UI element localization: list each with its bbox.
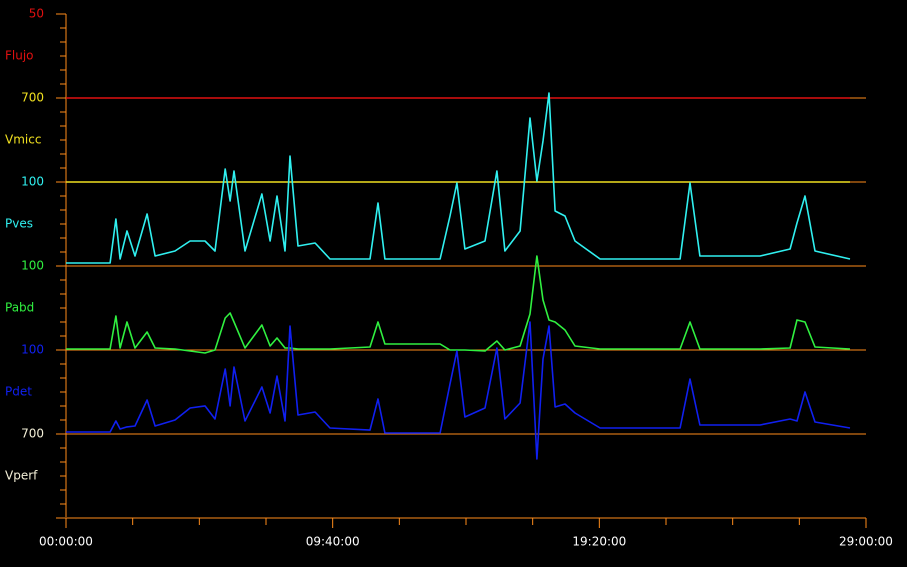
channel-name: Flujo <box>5 49 34 63</box>
trace <box>66 92 851 264</box>
x-tick-label: 00:00:00 <box>39 535 93 549</box>
trace <box>66 321 851 460</box>
scale-label: 700 <box>21 427 44 441</box>
trace <box>66 255 851 354</box>
x-tick-label: 19:20:00 <box>572 535 626 549</box>
scale-label: 100 <box>21 343 44 357</box>
x-tick-label: 09:40:00 <box>306 535 360 549</box>
scale-label: 50 <box>29 7 44 21</box>
scale-label: 100 <box>21 259 44 273</box>
channel-name: Vmicc <box>5 133 41 147</box>
channel-name: Pabd <box>5 301 34 315</box>
scale-label: 700 <box>21 91 44 105</box>
scale-label: 100 <box>21 175 44 189</box>
channel-name: Pves <box>5 217 33 231</box>
channel-name: Pdet <box>5 385 32 399</box>
channel-name: Vperf <box>5 469 38 483</box>
x-tick-label: 29:00:00 <box>839 535 893 549</box>
